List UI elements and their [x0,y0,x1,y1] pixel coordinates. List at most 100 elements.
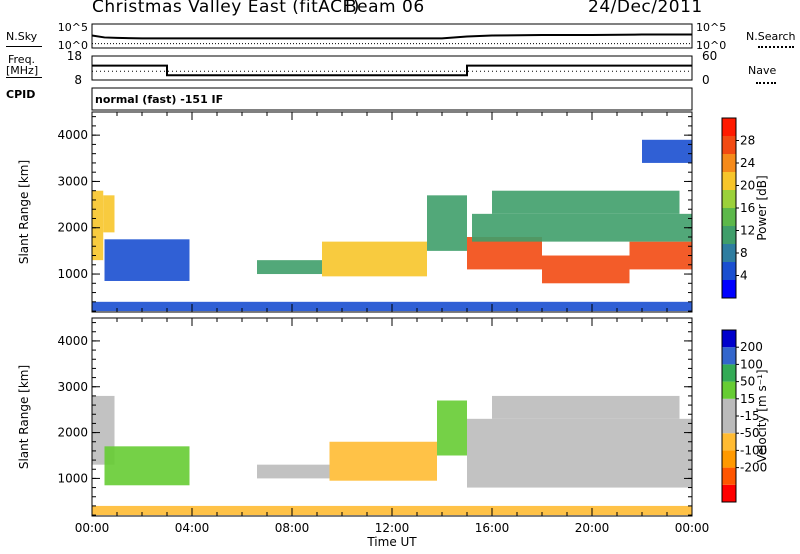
power-colorbar-swatch [722,262,736,280]
power-panel-ytick-label: 3000 [57,174,88,188]
velocity-panel-ylabel: Slant Range [km] [17,365,31,469]
nsearch-label: N.Search [746,30,796,43]
power-panel-ytick-label: 2000 [57,221,88,235]
velocity-panel-xtick-label: 00:00 [75,521,110,535]
noise-right-tick: 10^0 [696,39,726,52]
freq-left-tick: 18 [67,49,82,63]
power-colorbar-swatch [722,136,736,154]
velocity-colorbar-swatch [722,364,736,382]
velocity-colorbar-tick-label: 15 [740,392,755,406]
cpid-label: CPID [6,88,36,101]
velocity-panel-region [104,446,190,486]
power-colorbar-swatch [722,118,736,136]
power-panel-region [257,260,322,275]
freq-left-tick: 8 [74,73,82,87]
cpid-value: normal (fast) -151 IF [95,93,224,106]
cpid-panel-frame [91,87,693,111]
velocity-colorbar-tick-label: -50 [740,426,760,440]
velocity-colorbar-swatch [722,347,736,365]
velocity-panel-region [329,441,437,481]
nsky-line [91,33,692,40]
power-colorbar-swatch [722,154,736,172]
velocity-panel-region [467,418,692,488]
station-title: Christmas Valley East (fitACF) [92,0,360,17]
velocity-colorbar-tick-label: -100 [740,443,767,457]
power-colorbar-tick-label: 20 [740,179,755,193]
nave-label: Nave [748,64,777,77]
velocity-colorbar-swatch [722,484,736,502]
power-panel-region [467,237,542,270]
power-panel-region [104,239,190,281]
velocity-colorbar-tick-label: 50 [740,375,755,389]
power-colorbar-swatch [722,190,736,208]
power-colorbar-swatch [722,226,736,244]
freq-right-tick: 60 [702,49,717,63]
noise-left-tick: 10^5 [58,21,88,34]
power-panel-region [642,139,692,163]
power-colorbar-tick-label: 28 [740,134,755,148]
velocity-panel-ytick-label: 2000 [57,426,88,440]
power-colorbar-swatch [722,172,736,190]
nsky-label: N.Sky [6,30,38,43]
velocity-panel-ytick-label: 1000 [57,471,88,485]
freq-unit-label: [MHz] [6,64,39,77]
power-panel-region [629,241,692,270]
nsky-underline [6,46,42,47]
power-panel-ytick-label: 1000 [57,267,88,281]
velocity-panel-xtick-label: 08:00 [275,521,310,535]
velocity-panel-xtick-label: 12:00 [375,521,410,535]
power-colorbar-tick-label: 16 [740,201,755,215]
velocity-colorbar-swatch [722,330,736,348]
velocity-panel-ytick-label: 3000 [57,380,88,394]
power-colorbar-swatch [722,244,736,262]
noise-right-tick: 10^5 [696,21,726,34]
velocity-panel-region [492,395,680,419]
power-colorbar-tick-label: 8 [740,246,748,260]
nsearch-dots [758,46,794,48]
velocity-panel-region [437,400,467,456]
velocity-panel-ytick-label: 4000 [57,334,88,348]
noise-left-tick: 10^0 [58,39,88,52]
velocity-panel-xtick-label: 04:00 [175,521,210,535]
velocity-colorbar-swatch [722,433,736,451]
freq-underline [6,77,42,78]
velocity-panel-region [257,464,330,479]
freq-right-tick: 0 [702,73,710,87]
power-colorbar-swatch [722,280,736,298]
power-panel-region [472,213,692,242]
velocity-panel-xtick-label: 20:00 [575,521,610,535]
velocity-colorbar-tick-label: 100 [740,357,763,371]
power-colorbar-tick-label: 24 [740,156,755,170]
velocity-panel-xtick-label: 16:00 [475,521,510,535]
velocity-colorbar-swatch [722,381,736,399]
power-panel-region [103,195,115,233]
beam-label: Beam 06 [345,0,425,17]
velocity-colorbar-swatch [722,398,736,416]
power-panel-region [322,241,427,277]
freq-label: Freq. [8,53,36,66]
noise-panel-frame [91,23,693,49]
power-colorbar-label: Power [dB] [755,175,769,240]
velocity-colorbar-tick-label: -200 [740,461,767,475]
velocity-colorbar-swatch [722,416,736,434]
power-panel-region [92,190,104,261]
velocity-colorbar-tick-label: -15 [740,409,760,423]
velocity-panel-xlabel: Time UT [366,535,417,549]
power-panel-region [542,255,630,284]
velocity-colorbar-tick-label: 200 [740,340,763,354]
power-panel-ylabel: Slant Range [km] [17,160,31,264]
nave-dots [756,82,776,84]
velocity-colorbar-swatch [722,467,736,485]
freq-panel-frame [91,55,693,81]
power-panel-ytick-label: 4000 [57,128,88,142]
freq-line [92,64,692,77]
power-panel-region [427,195,467,251]
power-panel-region [492,190,680,214]
date-label: 24/Dec/2011 [588,0,703,17]
power-colorbar-tick-label: 4 [740,269,748,283]
power-colorbar-swatch [722,208,736,226]
velocity-colorbar-swatch [722,450,736,468]
velocity-colorbar-label: Velocity [m s⁻¹] [755,369,769,462]
